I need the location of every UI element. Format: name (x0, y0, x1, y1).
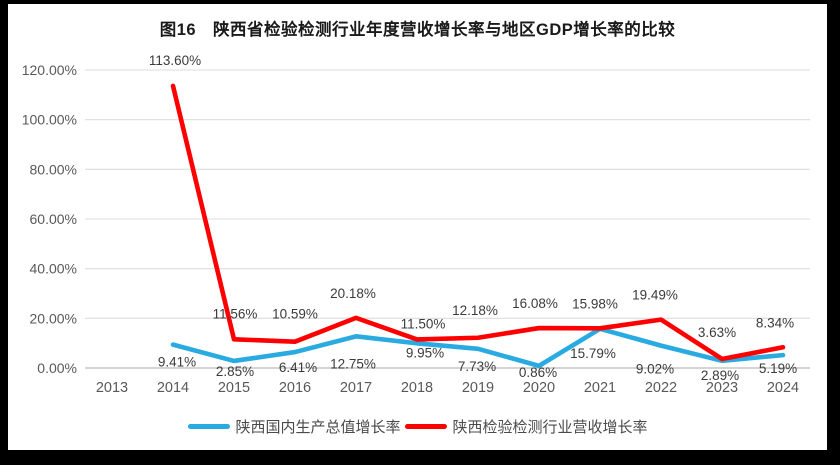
chart-plot-area: 0.00% 20.00% 40.00% 60.00% 80.00% 100.00% 120.… (22, 53, 810, 396)
x-axis-year-label: 2017 (340, 380, 372, 396)
data-label-gdp: 2.85% (216, 364, 254, 379)
data-label-gdp: 6.41% (279, 360, 317, 375)
data-label-revenue: 11.50% (401, 316, 446, 331)
gdp-line-swatch (187, 424, 230, 429)
legend-item-gdp: 陕西国内生产总值增长率 (187, 416, 401, 437)
data-label-revenue: 15.98% (572, 296, 618, 311)
revenue-line-swatch (404, 424, 447, 429)
data-label-gdp: 0.86% (519, 365, 557, 380)
data-label-gdp: 9.02% (636, 362, 674, 377)
y-axis-tick-label: 120.00% (22, 62, 77, 78)
revenue-series-line (170, 83, 786, 362)
data-label-revenue: 20.18% (330, 286, 376, 301)
data-label-revenue: 19.49% (632, 288, 678, 303)
data-label-revenue: 113.60% (149, 53, 201, 68)
legend-label-gdp: 陕西国内生产总值增长率 (235, 419, 401, 436)
y-axis-tick-label: 0.00% (37, 360, 77, 376)
legend-label-revenue: 陕西检验检测行业营收增长率 (452, 419, 648, 436)
data-label-gdp: 9.95% (406, 345, 444, 360)
x-axis-year-label: 2020 (523, 380, 555, 396)
data-label-gdp: 5.19% (759, 361, 797, 376)
figure-canvas: 图16 陕西省检验检测行业年度营收增长率与地区GDP增长率的比较 0.00% 20… (8, 4, 827, 450)
y-axis-tick-label: 40.00% (30, 261, 77, 277)
data-label-gdp: 2.89% (701, 368, 739, 383)
x-axis-year-label: 2016 (279, 380, 311, 396)
y-axis-tick-label: 100.00% (22, 112, 77, 128)
x-axis-year-label: 2015 (218, 380, 250, 396)
data-label-gdp: 15.79% (570, 346, 616, 361)
data-label-revenue: 12.18% (452, 303, 498, 318)
x-axis-year-label: 2024 (767, 380, 799, 396)
data-label-revenue: 8.34% (756, 315, 794, 330)
chart-title: 图16 陕西省检验检测行业年度营收增长率与地区GDP增长率的比较 (159, 21, 676, 39)
x-axis-year-label: 2019 (462, 380, 494, 396)
y-axis-tick-label: 80.00% (30, 161, 77, 177)
chart-legend: 陕西国内生产总值增长率 陕西检验检测行业营收增长率 (187, 416, 648, 437)
y-axis-tick-label: 20.00% (30, 310, 77, 326)
x-axis-year-label: 2013 (96, 380, 128, 396)
data-label-gdp: 7.73% (458, 359, 496, 374)
x-axis-year-label: 2014 (157, 380, 189, 396)
x-axis-year-label: 2023 (706, 380, 738, 396)
data-label-revenue: 10.59% (272, 307, 318, 322)
x-axis-year-label: 2022 (645, 380, 677, 396)
x-axis-year-label: 2018 (401, 380, 433, 396)
data-label-gdp: 12.75% (330, 356, 376, 371)
data-label-revenue: 11.56% (213, 306, 258, 321)
x-axis-year-label: 2021 (584, 380, 616, 396)
y-axis-tick-label: 60.00% (30, 211, 77, 227)
data-label-revenue: 16.08% (512, 296, 558, 311)
data-label-revenue: 3.63% (698, 325, 736, 340)
data-label-gdp: 9.41% (158, 355, 196, 370)
gdp-series-line (170, 326, 786, 369)
legend-item-revenue: 陕西检验检测行业营收增长率 (404, 416, 648, 437)
